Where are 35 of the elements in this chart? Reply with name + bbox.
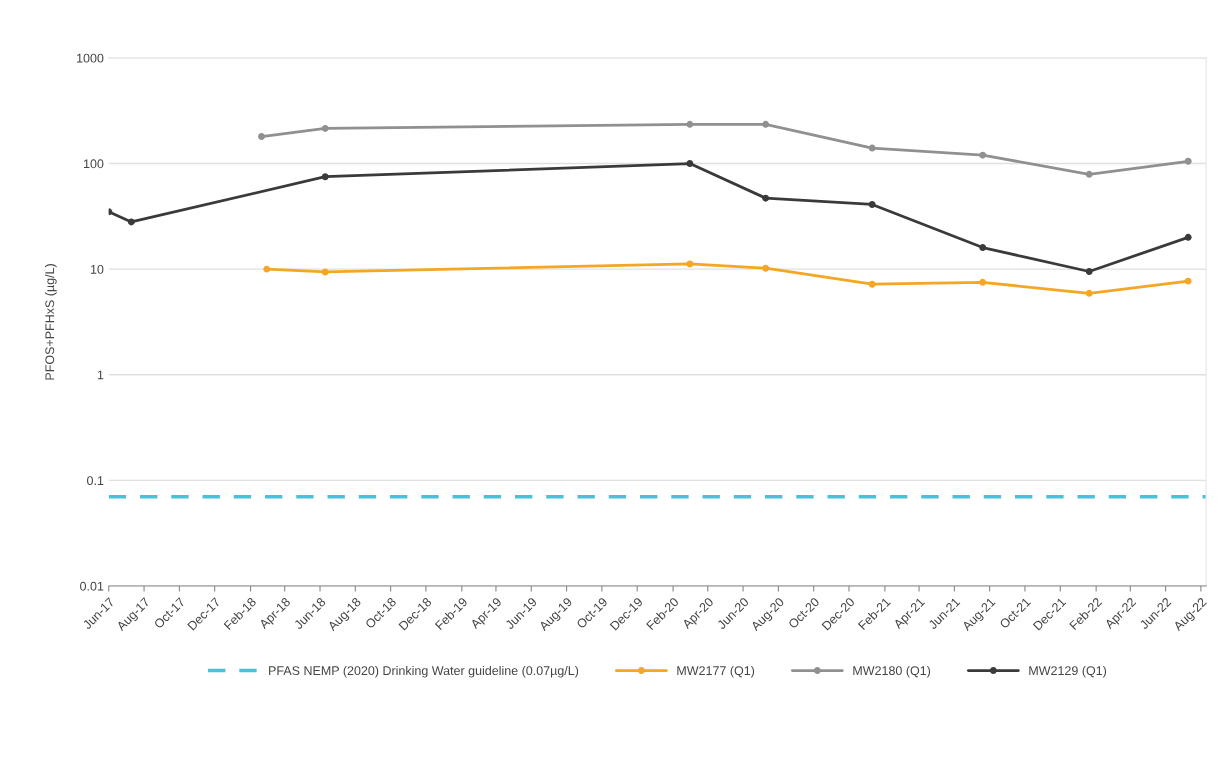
y-tick-label: 10 bbox=[90, 264, 104, 274]
y-tick-label: 0.1 bbox=[87, 476, 104, 486]
legend-label: MW2177 (Q1) bbox=[677, 665, 755, 678]
legend-label: MW2180 (Q1) bbox=[853, 665, 931, 678]
point bbox=[1085, 170, 1093, 178]
point bbox=[127, 218, 135, 226]
point bbox=[1184, 277, 1192, 285]
point bbox=[686, 120, 694, 128]
point bbox=[868, 280, 876, 288]
point bbox=[1085, 289, 1093, 297]
point bbox=[263, 265, 271, 273]
point bbox=[258, 133, 266, 141]
legend-label: PFAS NEMP (2020) Drinking Water guideline (0.07µg/L) bbox=[269, 665, 579, 678]
point bbox=[1085, 268, 1093, 275]
point bbox=[1184, 233, 1192, 241]
point bbox=[762, 194, 770, 202]
y-tick-label: 0.01 bbox=[80, 581, 104, 591]
point bbox=[979, 151, 987, 159]
point bbox=[686, 160, 694, 167]
legend-label: MW2129 (Q1) bbox=[1029, 665, 1107, 678]
point bbox=[321, 268, 329, 276]
point bbox=[868, 200, 876, 208]
point bbox=[321, 124, 329, 132]
point bbox=[1184, 157, 1192, 165]
point bbox=[979, 244, 987, 252]
point bbox=[762, 120, 770, 128]
y-axis-title: PFOS+PFHxS (µg/L) bbox=[45, 264, 57, 380]
y-tick-label: 100 bbox=[84, 159, 104, 169]
point bbox=[686, 260, 694, 268]
y-tick-label: 1 bbox=[97, 370, 104, 380]
point bbox=[868, 144, 876, 152]
point bbox=[321, 173, 329, 181]
point bbox=[762, 264, 770, 272]
point bbox=[979, 278, 987, 286]
y-tick-label: 1000 bbox=[77, 53, 104, 63]
